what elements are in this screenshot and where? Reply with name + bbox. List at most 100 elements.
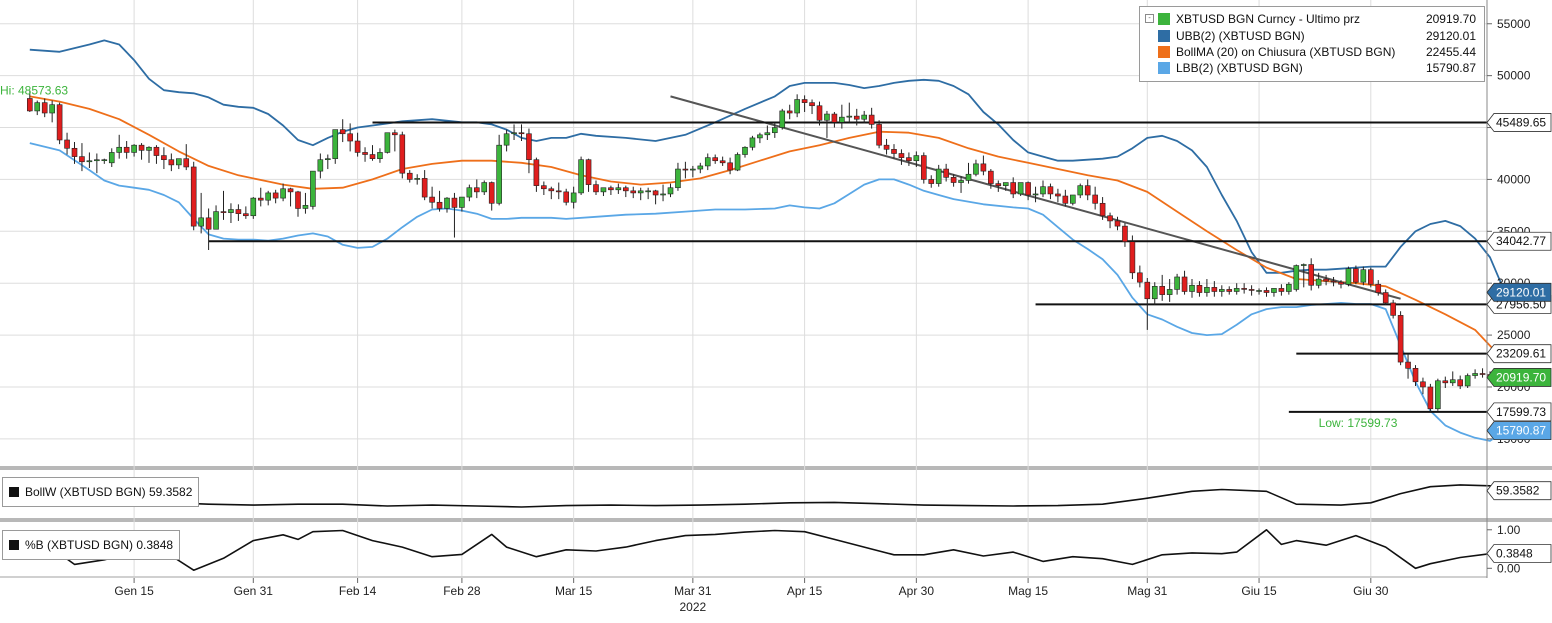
candle bbox=[682, 161, 689, 179]
price-grid bbox=[0, 0, 1552, 578]
candle-body-down bbox=[56, 104, 63, 141]
candle bbox=[868, 107, 875, 129]
candle bbox=[1420, 377, 1426, 395]
candle bbox=[958, 176, 964, 193]
candle-body-up bbox=[496, 144, 502, 204]
candle-body-down bbox=[123, 146, 130, 153]
candle-body-up bbox=[280, 188, 286, 199]
candle bbox=[891, 144, 897, 159]
percent-b-legend-text: %B (XBTUSD BGN) 0.3848 bbox=[25, 538, 174, 552]
candle bbox=[421, 170, 428, 201]
candle-body-up bbox=[108, 152, 115, 164]
candle bbox=[287, 187, 294, 207]
candle bbox=[771, 122, 778, 138]
legend-swatch-ubb bbox=[1158, 30, 1170, 42]
candle bbox=[1219, 285, 1225, 297]
candle-body-down bbox=[868, 114, 875, 125]
candle bbox=[719, 156, 726, 166]
candle-body-down bbox=[518, 132, 525, 135]
candle-body-down bbox=[287, 188, 294, 193]
candle bbox=[786, 104, 793, 120]
candle-body-up bbox=[1040, 186, 1046, 195]
candle-body-down bbox=[995, 183, 1002, 186]
candle bbox=[1189, 279, 1195, 298]
legend-collapse-icon[interactable]: - bbox=[1145, 14, 1154, 23]
candle-body-down bbox=[622, 187, 629, 192]
candle-body-up bbox=[34, 102, 41, 112]
candle-body-down bbox=[548, 188, 555, 192]
candle-body-down bbox=[555, 190, 562, 193]
level-tag: 23209.61 bbox=[1486, 344, 1552, 364]
candle-body-down bbox=[1323, 278, 1329, 282]
year-label: 2022 bbox=[679, 600, 706, 614]
candle bbox=[645, 187, 651, 200]
candle bbox=[853, 108, 860, 126]
candle bbox=[734, 152, 741, 172]
bollinger-bands bbox=[29, 39, 1506, 442]
candle bbox=[1256, 288, 1262, 295]
legend-name-price: XBTUSD BGN Curncy - Ultimo prz bbox=[1176, 12, 1361, 26]
candle-body-down bbox=[64, 139, 70, 149]
candle bbox=[101, 158, 108, 164]
candle bbox=[511, 124, 517, 140]
candle bbox=[980, 155, 987, 176]
candle-body-down bbox=[1159, 286, 1165, 295]
candle-body-up bbox=[675, 168, 681, 189]
candle bbox=[526, 128, 532, 174]
x-tick-label: Giu 30 bbox=[1353, 584, 1389, 598]
candle bbox=[518, 124, 525, 142]
candle-body-up bbox=[265, 192, 272, 201]
x-tick-label: Apr 15 bbox=[787, 584, 823, 598]
candle bbox=[1390, 299, 1396, 319]
candle bbox=[1263, 287, 1270, 297]
candle bbox=[675, 162, 681, 191]
candle bbox=[414, 174, 421, 185]
panel-divider bbox=[0, 466, 1552, 470]
candle bbox=[831, 111, 838, 128]
percent-b-legend-swatch bbox=[9, 540, 19, 550]
candle-body-down bbox=[980, 163, 987, 172]
candle bbox=[1107, 212, 1113, 229]
candle bbox=[176, 158, 182, 170]
candle-body-down bbox=[362, 152, 368, 155]
candle bbox=[652, 189, 659, 205]
candle-body-down bbox=[429, 196, 435, 203]
candle bbox=[779, 108, 786, 130]
candle bbox=[548, 186, 555, 200]
candle bbox=[1129, 235, 1136, 280]
candle-body-down bbox=[883, 144, 890, 150]
x-tick-label: Gen 31 bbox=[234, 584, 274, 598]
legend-value-price: 20919.70 bbox=[1425, 12, 1476, 26]
candle-body-down bbox=[853, 115, 860, 120]
bollw-tag-text: 59.3582 bbox=[1496, 484, 1540, 498]
candle bbox=[1062, 189, 1069, 207]
candle-body-down bbox=[682, 168, 689, 171]
candle-body-up bbox=[1345, 268, 1352, 285]
percent-b-line bbox=[29, 529, 1505, 571]
candle bbox=[377, 148, 383, 163]
candle bbox=[1002, 182, 1009, 191]
candle bbox=[943, 163, 949, 182]
y-tick-label: 55000 bbox=[1497, 17, 1531, 31]
candle-body-down bbox=[876, 124, 882, 146]
candle bbox=[86, 152, 93, 169]
candle bbox=[1055, 188, 1061, 203]
candle bbox=[1338, 280, 1344, 289]
candle-body-up bbox=[1204, 287, 1210, 293]
candle-body-up bbox=[466, 187, 473, 198]
candle bbox=[302, 192, 309, 214]
x-tick-label: Gen 15 bbox=[114, 584, 154, 598]
candle bbox=[429, 186, 435, 209]
price-legend: - XBTUSD BGN Curncy - Ultimo prz 20919.7… bbox=[1139, 6, 1485, 82]
candle-body-down bbox=[1442, 380, 1449, 384]
series-tag-box bbox=[1486, 282, 1552, 302]
x-tick-label: Apr 30 bbox=[899, 584, 935, 598]
candle bbox=[317, 153, 324, 179]
candle bbox=[168, 153, 175, 172]
legend-row-ubb: UBB(2) (XBTUSD BGN) 29120.01 bbox=[1158, 28, 1476, 44]
candle bbox=[79, 143, 85, 172]
candle bbox=[1151, 282, 1158, 305]
candle bbox=[913, 151, 920, 167]
candle-body-up bbox=[1271, 288, 1277, 293]
candle-body-up bbox=[600, 187, 607, 193]
